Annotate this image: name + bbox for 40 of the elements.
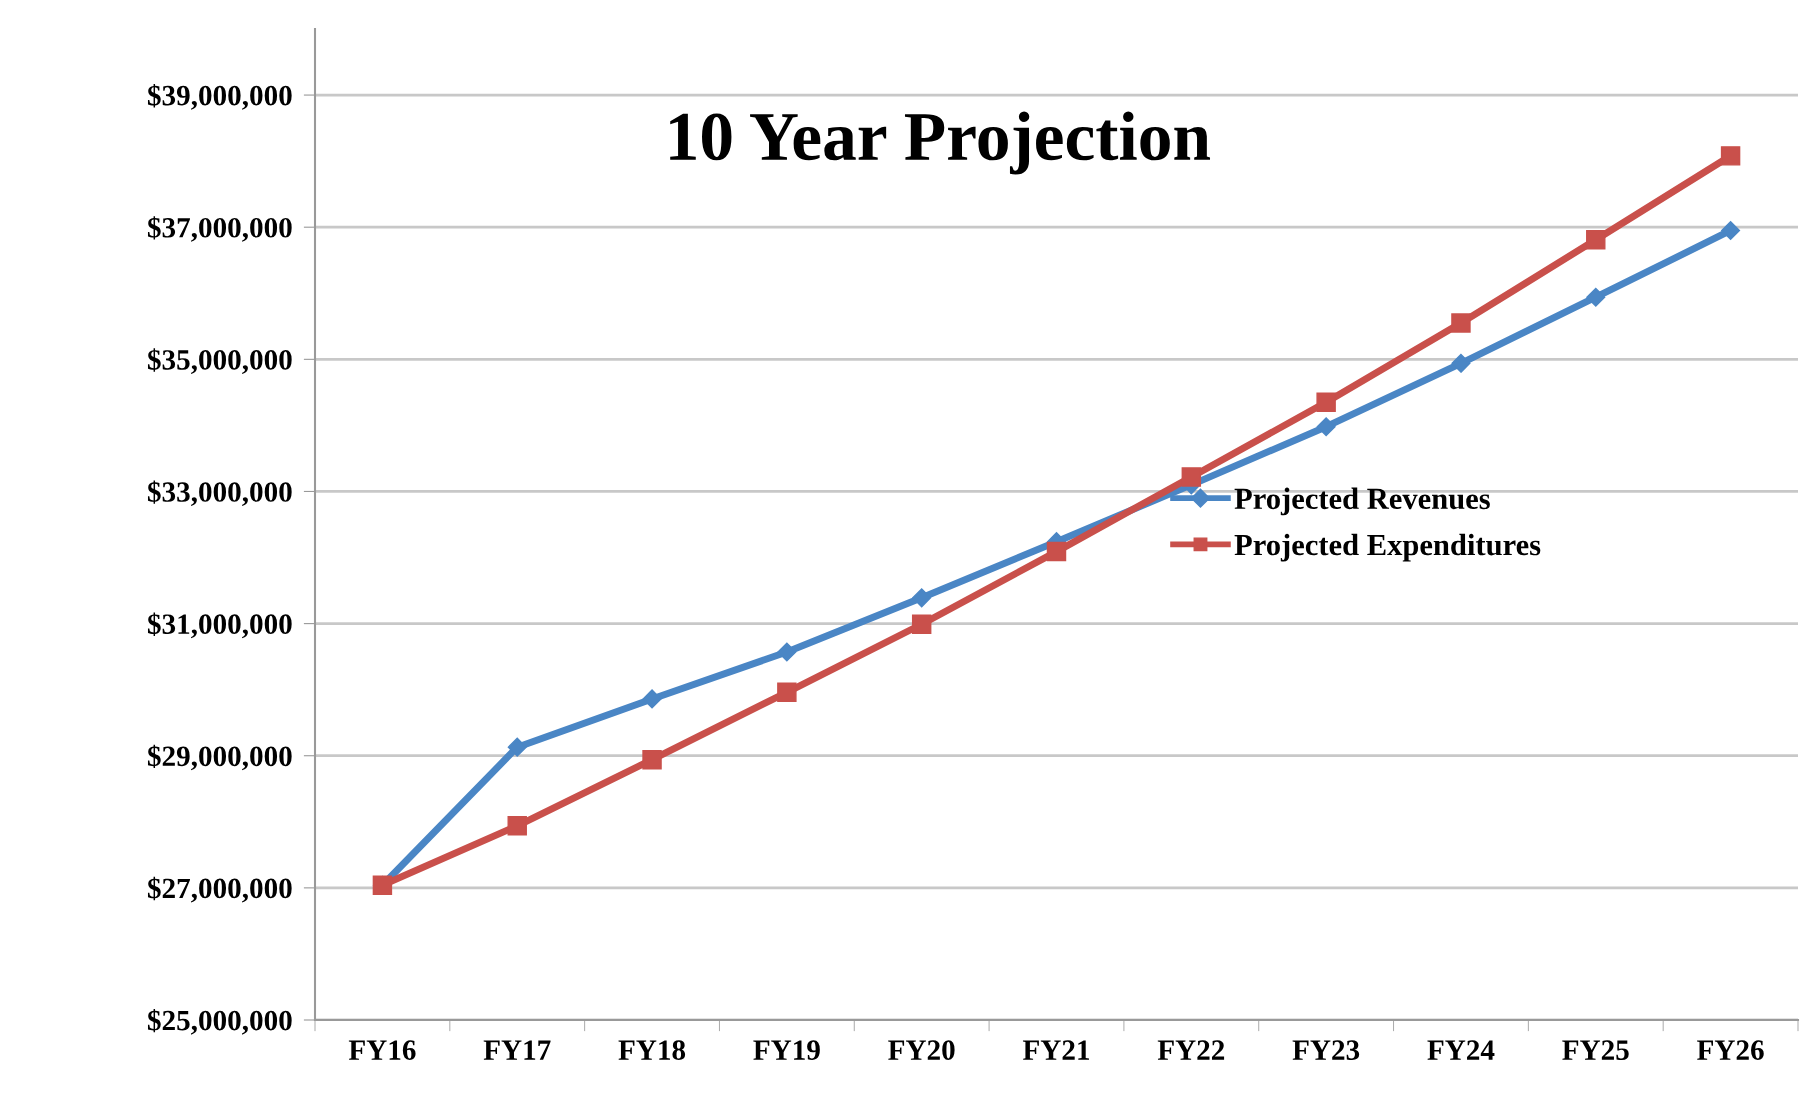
point — [1316, 417, 1336, 437]
point — [507, 816, 527, 836]
point — [911, 614, 932, 634]
point — [1720, 146, 1741, 166]
legend-label: Projected Revenues — [1234, 487, 1490, 516]
point — [777, 642, 797, 662]
x-tick-label: FY21 — [1022, 1040, 1090, 1060]
y-tick-label: $39,000,000 — [147, 84, 292, 110]
point — [1181, 467, 1202, 487]
x-tick-label: FY25 — [1562, 1040, 1629, 1060]
point — [1451, 353, 1471, 373]
point — [642, 689, 662, 709]
x-tick-label: FY17 — [483, 1040, 551, 1060]
point — [507, 737, 527, 757]
y-tick-label: $31,000,000 — [147, 612, 292, 639]
y-tick-label: $27,000,000 — [147, 876, 292, 903]
x-tick-label: FY26 — [1697, 1040, 1764, 1060]
point — [912, 588, 932, 608]
x-tick-label: FY16 — [348, 1040, 416, 1060]
point — [1046, 541, 1067, 562]
point — [1316, 392, 1336, 412]
x-tick-label: FY19 — [753, 1040, 820, 1060]
y-tick-label: $37,000,000 — [147, 216, 292, 242]
text: 10 Year Projection — [670, 111, 1211, 175]
x-tick-label: FY24 — [1427, 1040, 1495, 1060]
x-tick-label: FY22 — [1157, 1040, 1225, 1060]
point — [1721, 220, 1741, 241]
point — [1586, 287, 1606, 307]
legend-label: Projected Expenditures — [1234, 533, 1541, 562]
point — [1586, 230, 1606, 250]
y-tick-label: $35,000,000 — [147, 348, 292, 374]
point — [1451, 313, 1471, 333]
x-tick-label: FY23 — [1292, 1040, 1360, 1060]
y-tick-label: $33,000,000 — [147, 480, 292, 507]
x-tick-label: FY20 — [888, 1040, 955, 1060]
point — [642, 749, 662, 770]
y-tick-label: $25,000,000 — [147, 1009, 292, 1035]
y-tick-label: $29,000,000 — [147, 744, 292, 771]
point — [777, 682, 797, 703]
x-tick-label: FY18 — [618, 1040, 686, 1060]
